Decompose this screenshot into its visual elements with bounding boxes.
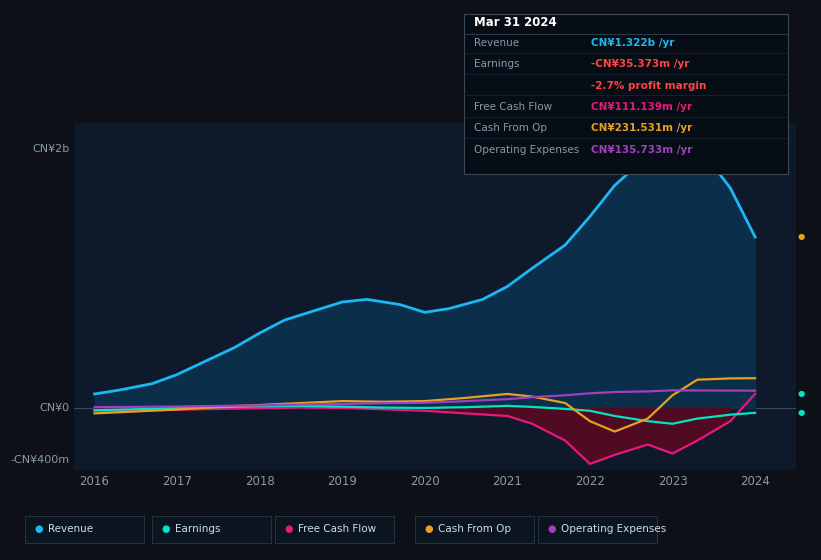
Text: CN¥231.531m /yr: CN¥231.531m /yr: [591, 123, 692, 133]
Text: Free Cash Flow: Free Cash Flow: [298, 524, 376, 534]
Text: CN¥0: CN¥0: [39, 403, 70, 413]
Text: Free Cash Flow: Free Cash Flow: [474, 102, 552, 112]
Text: Operating Expenses: Operating Expenses: [474, 144, 579, 155]
Text: Cash From Op: Cash From Op: [438, 524, 511, 534]
Text: ●: ●: [798, 389, 805, 398]
Text: ●: ●: [285, 524, 293, 534]
Text: -CN¥35.373m /yr: -CN¥35.373m /yr: [591, 59, 690, 69]
Text: Revenue: Revenue: [48, 524, 93, 534]
Text: ●: ●: [34, 524, 43, 534]
Text: CN¥135.733m /yr: CN¥135.733m /yr: [591, 144, 692, 155]
Text: ●: ●: [798, 408, 805, 417]
Text: Revenue: Revenue: [474, 38, 519, 48]
Text: -2.7% profit margin: -2.7% profit margin: [591, 81, 707, 91]
Text: Operating Expenses: Operating Expenses: [561, 524, 666, 534]
Text: Cash From Op: Cash From Op: [474, 123, 547, 133]
Text: -CN¥400m: -CN¥400m: [11, 455, 70, 465]
Text: CN¥111.139m /yr: CN¥111.139m /yr: [591, 102, 692, 112]
Text: Earnings: Earnings: [175, 524, 220, 534]
Text: Mar 31 2024: Mar 31 2024: [474, 16, 557, 29]
Text: ●: ●: [162, 524, 170, 534]
Text: ●: ●: [424, 524, 433, 534]
Text: CN¥2b: CN¥2b: [33, 144, 70, 154]
Text: ●: ●: [548, 524, 556, 534]
Text: CN¥1.322b /yr: CN¥1.322b /yr: [591, 38, 675, 48]
Text: Earnings: Earnings: [474, 59, 519, 69]
Text: ●: ●: [798, 232, 805, 241]
